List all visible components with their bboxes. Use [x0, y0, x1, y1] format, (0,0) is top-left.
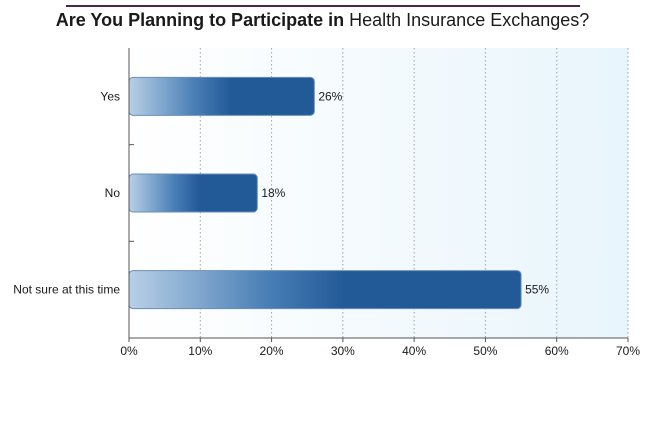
category-label: No	[105, 186, 121, 200]
chart-title: Are You Planning to Participate in Healt…	[0, 10, 645, 31]
chart-title-bold: Are You Planning to Participate in	[55, 10, 345, 30]
category-label: Yes	[100, 89, 120, 103]
x-tick-label: 0%	[120, 344, 138, 358]
x-tick-label: 10%	[188, 344, 212, 358]
x-tick-label: 50%	[473, 344, 497, 358]
category-label: Not sure at this time	[13, 283, 120, 297]
x-tick-label: 40%	[402, 344, 426, 358]
data-label: 55%	[525, 283, 549, 297]
data-label: 18%	[261, 186, 285, 200]
x-tick-label: 20%	[260, 344, 284, 358]
bar	[128, 76, 315, 116]
data-label: 26%	[318, 89, 342, 103]
chart-title-regular: Health Insurance Exchanges?	[349, 10, 590, 30]
bar	[128, 173, 258, 213]
x-tick-label: 30%	[331, 344, 355, 358]
title-rule	[66, 5, 580, 7]
x-tick-label: 70%	[616, 344, 640, 358]
bar	[128, 270, 522, 310]
x-tick-label: 60%	[545, 344, 569, 358]
